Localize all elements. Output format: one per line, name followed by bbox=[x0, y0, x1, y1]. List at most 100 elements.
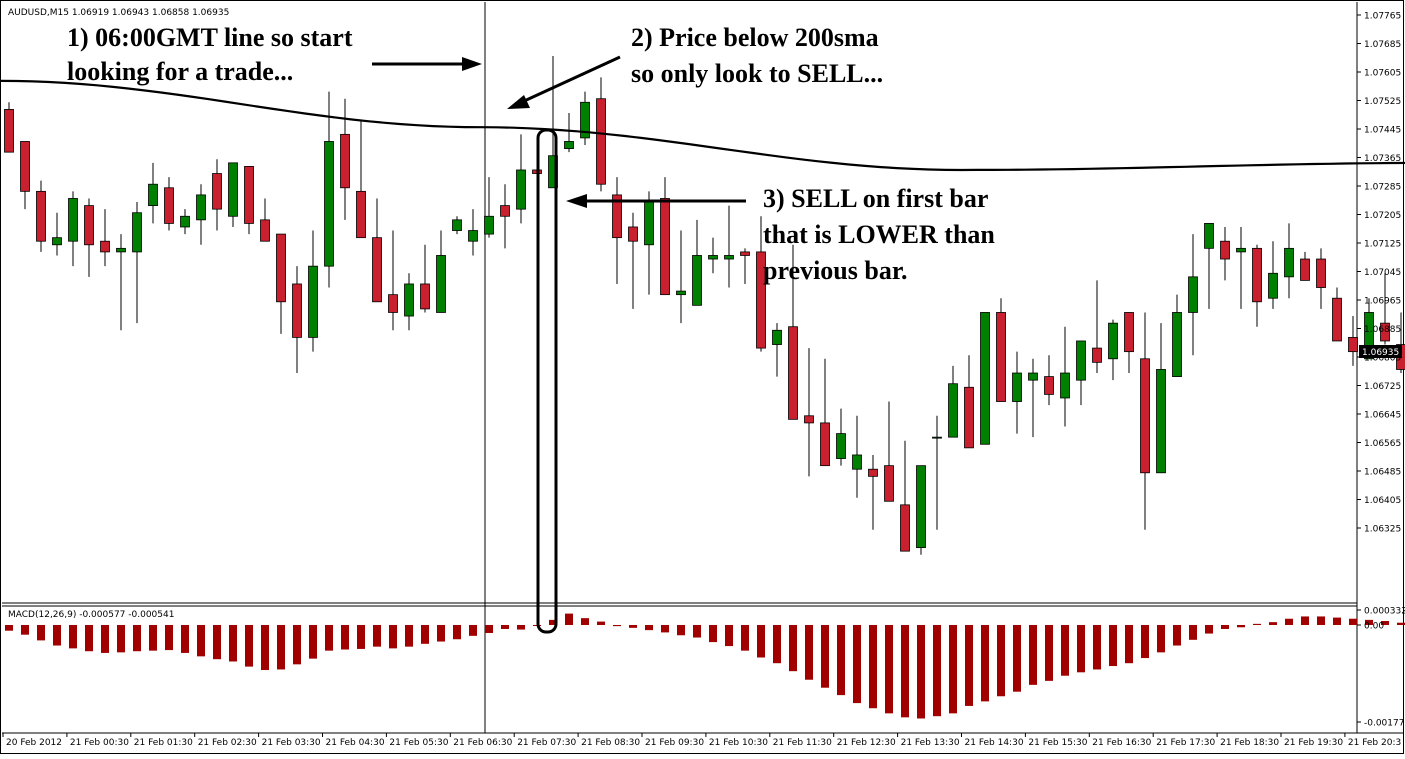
macd-bar bbox=[565, 614, 573, 625]
macd-bar bbox=[677, 625, 685, 635]
candle[interactable] bbox=[5, 102, 14, 152]
note2-line1: 2) Price below 200sma bbox=[631, 23, 879, 52]
macd-bar bbox=[1205, 625, 1213, 634]
macd-bar bbox=[197, 625, 205, 656]
macd-bar bbox=[1253, 624, 1261, 625]
price-tick-label: 1.07285 bbox=[1364, 183, 1401, 193]
candle-body bbox=[197, 195, 206, 220]
price-tick-label: 1.07525 bbox=[1364, 97, 1401, 107]
candle-body bbox=[501, 206, 510, 217]
macd-tick-label: -0.00177 bbox=[1364, 719, 1404, 729]
time-tick-label: 21 Feb 03:30 bbox=[262, 738, 321, 748]
candle[interactable] bbox=[37, 181, 46, 252]
macd-bar bbox=[325, 625, 333, 651]
macd-bar bbox=[117, 625, 125, 652]
candle-body bbox=[629, 227, 638, 241]
macd-bar bbox=[581, 618, 589, 625]
price-tick-label: 1.06405 bbox=[1364, 496, 1401, 506]
candle-body bbox=[901, 505, 910, 551]
macd-bar bbox=[1285, 619, 1293, 625]
macd-bar bbox=[1061, 625, 1069, 676]
macd-bar bbox=[373, 625, 381, 647]
candle-body bbox=[485, 216, 494, 234]
macd-bar bbox=[869, 625, 877, 708]
candle-body bbox=[213, 174, 222, 210]
macd-bar bbox=[37, 625, 45, 640]
candle[interactable] bbox=[981, 312, 990, 444]
candle-body bbox=[469, 231, 478, 242]
macd-tick-label: 0.00 bbox=[1364, 622, 1384, 632]
macd-bar bbox=[165, 625, 173, 650]
candle[interactable] bbox=[997, 298, 1006, 401]
macd-bar bbox=[213, 625, 221, 659]
candle-body bbox=[1109, 323, 1118, 359]
candle-body bbox=[661, 198, 670, 294]
candle-body bbox=[869, 469, 878, 476]
price-tick-label: 1.07605 bbox=[1364, 69, 1401, 79]
candle-body bbox=[1045, 377, 1054, 395]
time-tick-label: 21 Feb 15:30 bbox=[1028, 738, 1087, 748]
macd-bar bbox=[1317, 616, 1325, 625]
price-tick-label: 1.06485 bbox=[1364, 468, 1401, 478]
macd-bar bbox=[629, 625, 637, 628]
macd-bar bbox=[1269, 622, 1277, 625]
candle-body bbox=[837, 434, 846, 459]
macd-bar bbox=[293, 625, 301, 664]
candle-body bbox=[53, 238, 62, 245]
macd-bar bbox=[949, 625, 957, 713]
macd-bar bbox=[181, 625, 189, 653]
time-tick-label: 21 Feb 14:30 bbox=[965, 738, 1024, 748]
macd-bar bbox=[853, 625, 861, 703]
macd-bar bbox=[1157, 625, 1165, 652]
candle-body bbox=[789, 327, 798, 420]
time-tick-label: 21 Feb 08:30 bbox=[581, 738, 640, 748]
macd-bar bbox=[965, 625, 973, 706]
macd-bar bbox=[709, 625, 717, 642]
note1-line2: looking for a trade... bbox=[67, 57, 293, 86]
macd-bar bbox=[277, 625, 285, 669]
candle-body bbox=[133, 213, 142, 252]
candle-body bbox=[1205, 223, 1214, 248]
candle-body bbox=[677, 291, 686, 295]
macd-bar bbox=[885, 625, 893, 713]
candle-body bbox=[1013, 373, 1022, 402]
note1-line1: 1) 06:00GMT line so start bbox=[67, 23, 353, 52]
macd-bar bbox=[133, 625, 141, 651]
macd-bar bbox=[357, 625, 365, 649]
macd-bar bbox=[789, 625, 797, 671]
candle-body bbox=[261, 220, 270, 241]
time-tick-label: 21 Feb 18:30 bbox=[1220, 738, 1279, 748]
candle-body bbox=[1333, 298, 1342, 341]
macd-bar bbox=[85, 625, 93, 651]
time-tick-label: 21 Feb 17:30 bbox=[1156, 738, 1215, 748]
candle-body bbox=[597, 99, 606, 185]
macd-bar bbox=[1013, 625, 1021, 692]
candle-body bbox=[229, 163, 238, 216]
macd-bar bbox=[997, 625, 1005, 696]
macd-bar bbox=[933, 625, 941, 716]
note2-line2: so only look to SELL... bbox=[631, 59, 883, 88]
macd-bar bbox=[1109, 625, 1117, 666]
candle-body bbox=[981, 312, 990, 444]
time-tick-label: 21 Feb 20:3 bbox=[1348, 738, 1401, 748]
time-tick-label: 21 Feb 12:30 bbox=[837, 738, 896, 748]
candle-body bbox=[693, 255, 702, 305]
macd-bar bbox=[981, 625, 989, 701]
candle-body bbox=[85, 206, 94, 245]
current-price-tag: 1.06935 bbox=[1359, 345, 1402, 358]
candle-body bbox=[1125, 312, 1134, 351]
macd-bar bbox=[1301, 616, 1309, 625]
candle-body bbox=[741, 252, 750, 256]
candle-body bbox=[245, 166, 254, 223]
candle-body bbox=[1221, 241, 1230, 259]
candle[interactable] bbox=[917, 466, 926, 555]
candle-body bbox=[341, 134, 350, 187]
macd-tick-label: 0.000332 bbox=[1364, 607, 1405, 617]
candle-body bbox=[373, 238, 382, 302]
candle-body bbox=[165, 188, 174, 224]
candle-body bbox=[1253, 248, 1262, 301]
candle-body bbox=[565, 141, 574, 148]
macd-bar bbox=[1397, 623, 1405, 625]
macd-bar bbox=[405, 625, 413, 647]
